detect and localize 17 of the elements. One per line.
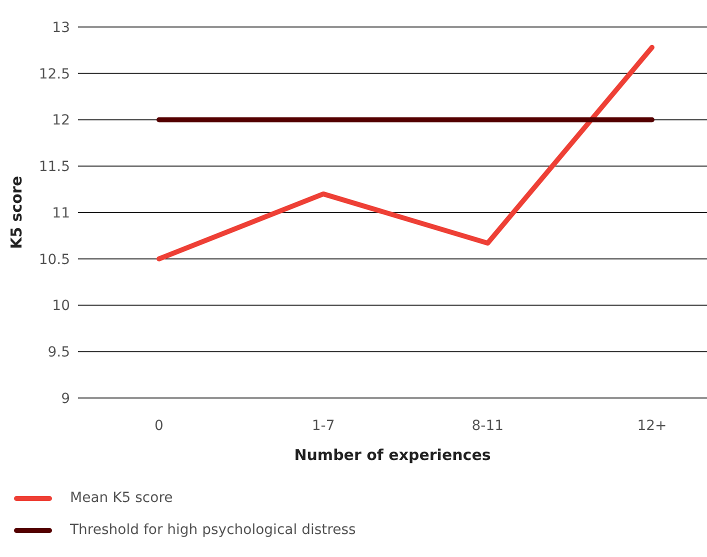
y-tick-label: 11.5 bbox=[38, 159, 70, 176]
x-tick-label: 0 bbox=[154, 418, 164, 434]
legend-label: Mean K5 score bbox=[70, 490, 173, 506]
x-tick-label: 12+ bbox=[637, 418, 667, 434]
x-tick-label: 1-7 bbox=[312, 418, 335, 434]
y-tick-label: 9 bbox=[61, 390, 70, 407]
y-axis-title: K5 score bbox=[7, 176, 26, 249]
x-axis-title: Number of experiences bbox=[294, 446, 491, 464]
x-tick-label: 8-11 bbox=[472, 418, 504, 434]
y-tick-label: 9.5 bbox=[48, 344, 70, 361]
y-tick-label: 13 bbox=[52, 20, 70, 36]
y-tick-label: 10 bbox=[52, 298, 70, 314]
y-tick-label: 12 bbox=[52, 112, 70, 129]
legend-label: Threshold for high psychological distress bbox=[70, 522, 356, 538]
y-tick-label: 11 bbox=[52, 205, 70, 222]
y-tick-label: 12.5 bbox=[38, 66, 70, 82]
y-tick-label: 10.5 bbox=[38, 252, 70, 268]
